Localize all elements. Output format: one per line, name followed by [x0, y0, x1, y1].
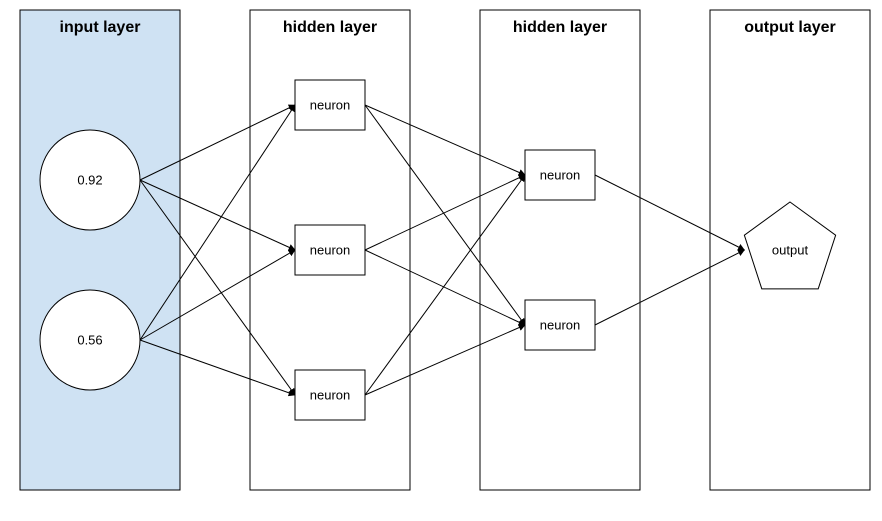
- node-label: output: [772, 243, 809, 258]
- circle-node: 0.56: [40, 290, 140, 390]
- node-label: 0.92: [77, 173, 102, 188]
- node-label: 0.56: [77, 333, 102, 348]
- rect-node: neuron: [295, 80, 365, 130]
- layer-box: hidden layer: [480, 10, 640, 490]
- layer-title: hidden layer: [513, 19, 607, 36]
- node-label: neuron: [540, 168, 580, 183]
- layer-box: input layer: [20, 10, 180, 490]
- layer-title: input layer: [60, 19, 141, 36]
- node-label: neuron: [310, 243, 350, 258]
- edges: [140, 105, 744, 395]
- rect-node: neuron: [525, 150, 595, 200]
- node-label: neuron: [310, 98, 350, 113]
- circle-node: 0.92: [40, 130, 140, 230]
- rect-node: neuron: [525, 300, 595, 350]
- node-label: neuron: [310, 388, 350, 403]
- layer-title: hidden layer: [283, 19, 377, 36]
- layer-title: output layer: [744, 19, 836, 36]
- rect-node: neuron: [295, 370, 365, 420]
- rect-node: neuron: [295, 225, 365, 275]
- neural-network-diagram: input layer hidden layer hidden layer outpu…: [0, 0, 882, 516]
- node-label: neuron: [540, 318, 580, 333]
- layer-boxes: input layer hidden layer hidden layer outpu…: [20, 10, 870, 490]
